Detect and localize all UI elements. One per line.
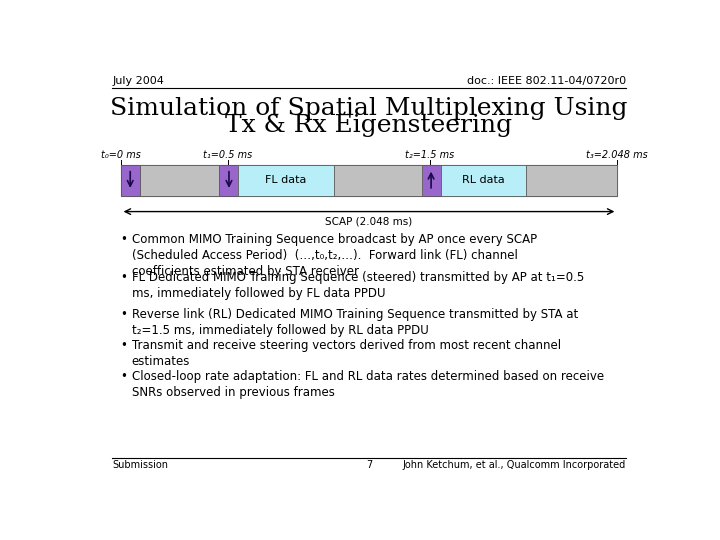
- Text: Submission: Submission: [112, 460, 168, 470]
- Text: Common MIMO Training Sequence broadcast by AP once every SCAP
(Scheduled Access : Common MIMO Training Sequence broadcast …: [132, 233, 537, 278]
- Bar: [441, 165, 526, 196]
- Text: •: •: [121, 308, 127, 321]
- Text: Simulation of Spatial Multiplexing Using: Simulation of Spatial Multiplexing Using: [110, 97, 628, 120]
- Text: doc.: IEEE 802.11-04/0720r0: doc.: IEEE 802.11-04/0720r0: [467, 76, 626, 85]
- Text: •: •: [121, 370, 127, 383]
- Text: July 2004: July 2004: [112, 76, 164, 85]
- Text: t₂=1.5 ms: t₂=1.5 ms: [405, 150, 454, 160]
- Bar: [140, 165, 220, 196]
- Text: •: •: [121, 271, 127, 284]
- Text: 7: 7: [366, 460, 372, 470]
- Text: •: •: [121, 233, 127, 246]
- Bar: [526, 165, 617, 196]
- Bar: [238, 165, 334, 196]
- Text: t₀=0 ms: t₀=0 ms: [101, 150, 140, 160]
- Bar: [220, 165, 238, 196]
- Text: Tx & Rx Eigensteering: Tx & Rx Eigensteering: [225, 113, 513, 137]
- Text: John Ketchum, et al., Qualcomm Incorporated: John Ketchum, et al., Qualcomm Incorpora…: [402, 460, 626, 470]
- Text: Transmit and receive steering vectors derived from most recent channel
estimates: Transmit and receive steering vectors de…: [132, 339, 561, 368]
- Bar: [334, 165, 421, 196]
- Text: FL data: FL data: [266, 175, 307, 185]
- Text: t₁=0.5 ms: t₁=0.5 ms: [203, 150, 252, 160]
- Bar: [121, 165, 617, 196]
- Text: FL Dedicated MIMO Training Sequence (steered) transmitted by AP at t₁=0.5
ms, im: FL Dedicated MIMO Training Sequence (ste…: [132, 271, 584, 300]
- Text: RL data: RL data: [462, 175, 505, 185]
- Text: SCAP (2.048 ms): SCAP (2.048 ms): [325, 217, 413, 227]
- Text: Reverse link (RL) Dedicated MIMO Training Sequence transmitted by STA at
t₂=1.5 : Reverse link (RL) Dedicated MIMO Trainin…: [132, 308, 578, 337]
- Text: •: •: [121, 339, 127, 352]
- Bar: [421, 165, 441, 196]
- Bar: [121, 165, 140, 196]
- Text: t₃=2.048 ms: t₃=2.048 ms: [586, 150, 648, 160]
- Text: Closed-loop rate adaptation: FL and RL data rates determined based on receive
SN: Closed-loop rate adaptation: FL and RL d…: [132, 370, 604, 400]
